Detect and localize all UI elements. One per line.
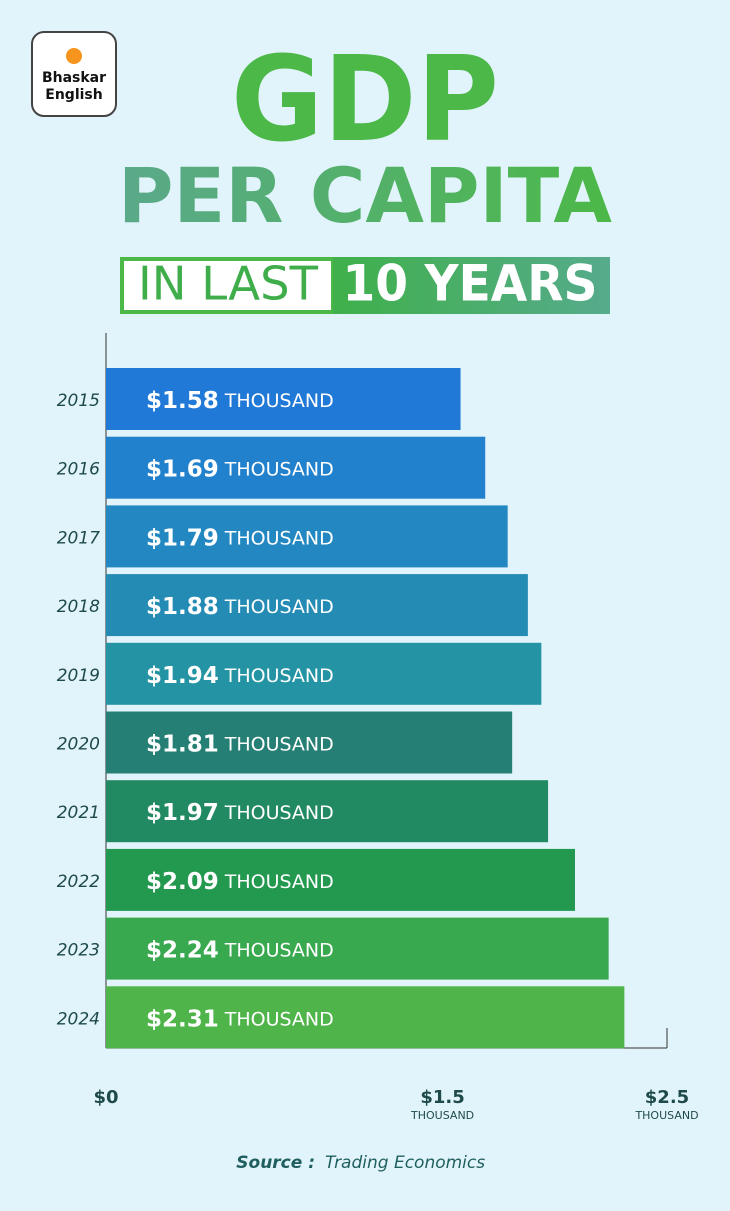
value-unit: THOUSAND — [224, 870, 334, 892]
value-unit: THOUSAND — [224, 802, 334, 824]
value-unit: THOUSAND — [224, 458, 334, 480]
logo-box — [31, 31, 117, 117]
logo-text: Bhaskar — [42, 70, 106, 86]
x-tick-label: $2.5 — [645, 1087, 689, 1108]
logo: Bhaskar English — [31, 31, 117, 117]
value-unit: THOUSAND — [224, 527, 334, 549]
source: Trading Economics — [325, 1153, 485, 1173]
bar — [106, 986, 625, 1049]
value-number: $1.69 — [146, 456, 219, 482]
bar — [106, 436, 486, 499]
value-unit: THOUSAND — [224, 939, 334, 961]
value-label: $1.97 THOUSAND — [146, 800, 334, 826]
y-tick-label: 2015 — [57, 391, 100, 411]
bar — [106, 848, 575, 911]
y-tick-label: 2024 — [57, 1009, 100, 1029]
source-label: Source : — [236, 1153, 315, 1173]
y-tick-label: 2019 — [57, 666, 100, 686]
value-number: $1.94 — [146, 662, 219, 688]
value-number: $1.79 — [146, 525, 219, 551]
y-tick-label: 2020 — [57, 735, 100, 755]
subtitle: PER CAPITA — [118, 151, 612, 240]
value-label: $1.88 THOUSAND — [146, 594, 334, 620]
tagline: IN LAST — [138, 257, 319, 311]
tagline-highlight-box — [333, 257, 610, 314]
x-tick-unit: THOUSAND — [634, 1109, 698, 1122]
y-tick-label: 2023 — [57, 941, 100, 961]
value-unit: THOUSAND — [224, 1008, 334, 1030]
value-number: $1.88 — [146, 594, 219, 620]
value-unit: THOUSAND — [224, 733, 334, 755]
value-number: $1.58 — [146, 388, 219, 414]
tagline-box — [120, 257, 335, 314]
x-tick-label: $1.5 — [420, 1087, 464, 1108]
value-unit: THOUSAND — [224, 596, 334, 618]
y-tick-label: 2021 — [57, 803, 100, 823]
x-tick-label: $0 — [93, 1087, 118, 1108]
value-number: $1.97 — [146, 800, 219, 826]
y-tick-label: 2016 — [57, 460, 100, 480]
bar — [106, 574, 528, 637]
tagline-highlight: 10 YEARS — [343, 255, 598, 313]
value-label: $1.79 THOUSAND — [146, 525, 334, 551]
title: GDP — [231, 30, 499, 168]
value-number: $2.24 — [146, 937, 219, 963]
value-label: $2.24 THOUSAND — [146, 937, 334, 963]
y-tick-label: 2018 — [57, 597, 100, 617]
value-number: $1.81 — [146, 731, 219, 757]
bar — [106, 780, 549, 843]
value-label: $2.31 THOUSAND — [146, 1006, 334, 1032]
bar — [106, 711, 513, 774]
value-number: $2.09 — [146, 868, 219, 894]
value-label: $1.81 THOUSAND — [146, 731, 334, 757]
logo-sun — [66, 48, 82, 64]
value-label: $2.09 THOUSAND — [146, 868, 334, 894]
bar — [106, 505, 508, 568]
value-unit: THOUSAND — [224, 390, 334, 412]
value-label: $1.69 THOUSAND — [146, 456, 334, 482]
bar — [106, 642, 542, 705]
logo-text: English — [45, 87, 102, 103]
value-label: $1.58 THOUSAND — [146, 388, 334, 414]
bar — [106, 368, 461, 430]
x-tick-unit: THOUSAND — [410, 1109, 474, 1122]
y-tick-label: 2017 — [57, 528, 100, 548]
bar — [106, 917, 609, 980]
y-tick-label: 2022 — [57, 872, 100, 892]
value-unit: THOUSAND — [224, 664, 334, 686]
value-number: $2.31 — [146, 1006, 219, 1032]
value-label: $1.94 THOUSAND — [146, 662, 334, 688]
